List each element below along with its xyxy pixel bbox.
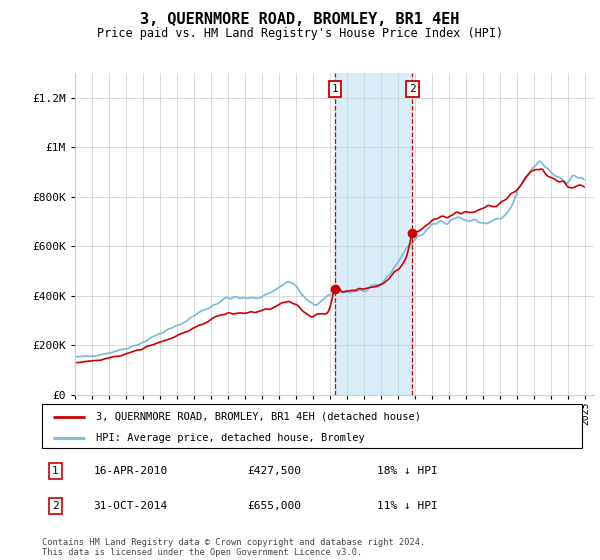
Text: 2: 2 — [52, 501, 59, 511]
Text: 2: 2 — [409, 84, 416, 94]
Text: Contains HM Land Registry data © Crown copyright and database right 2024.
This d: Contains HM Land Registry data © Crown c… — [42, 538, 425, 557]
Text: 1: 1 — [52, 466, 59, 476]
Text: 3, QUERNMORE ROAD, BROMLEY, BR1 4EH (detached house): 3, QUERNMORE ROAD, BROMLEY, BR1 4EH (det… — [96, 412, 421, 422]
Text: 3, QUERNMORE ROAD, BROMLEY, BR1 4EH: 3, QUERNMORE ROAD, BROMLEY, BR1 4EH — [140, 12, 460, 27]
Bar — [335, 73, 412, 395]
Text: £655,000: £655,000 — [247, 501, 301, 511]
Text: 16-APR-2010: 16-APR-2010 — [94, 466, 167, 476]
Text: 18% ↓ HPI: 18% ↓ HPI — [377, 466, 437, 476]
Text: Price paid vs. HM Land Registry's House Price Index (HPI): Price paid vs. HM Land Registry's House … — [97, 27, 503, 40]
Text: 31-OCT-2014: 31-OCT-2014 — [94, 501, 167, 511]
FancyBboxPatch shape — [42, 404, 582, 448]
Text: 11% ↓ HPI: 11% ↓ HPI — [377, 501, 437, 511]
Text: 1: 1 — [332, 84, 338, 94]
Text: £427,500: £427,500 — [247, 466, 301, 476]
Text: HPI: Average price, detached house, Bromley: HPI: Average price, detached house, Brom… — [96, 433, 365, 444]
